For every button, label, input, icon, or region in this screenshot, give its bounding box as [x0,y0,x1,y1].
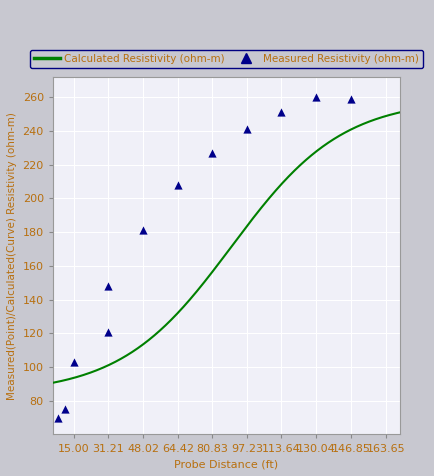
Point [312,93,319,101]
Point [277,109,284,116]
Point [54,414,61,421]
Point [139,227,146,234]
Point [243,126,250,133]
Y-axis label: Measured(Point)/Calculated(Curve) Resistivity (ohm-m): Measured(Point)/Calculated(Curve) Resist… [7,112,17,400]
Point [208,149,215,157]
Legend: Calculated Resistivity (ohm-m), Measured Resistivity (ohm-m): Calculated Resistivity (ohm-m), Measured… [30,50,422,68]
Point [174,181,181,188]
Point [62,406,69,413]
Point [70,358,77,366]
X-axis label: Probe Distance (ft): Probe Distance (ft) [174,459,278,469]
Point [104,282,111,290]
Point [104,328,111,336]
Point [347,95,354,103]
